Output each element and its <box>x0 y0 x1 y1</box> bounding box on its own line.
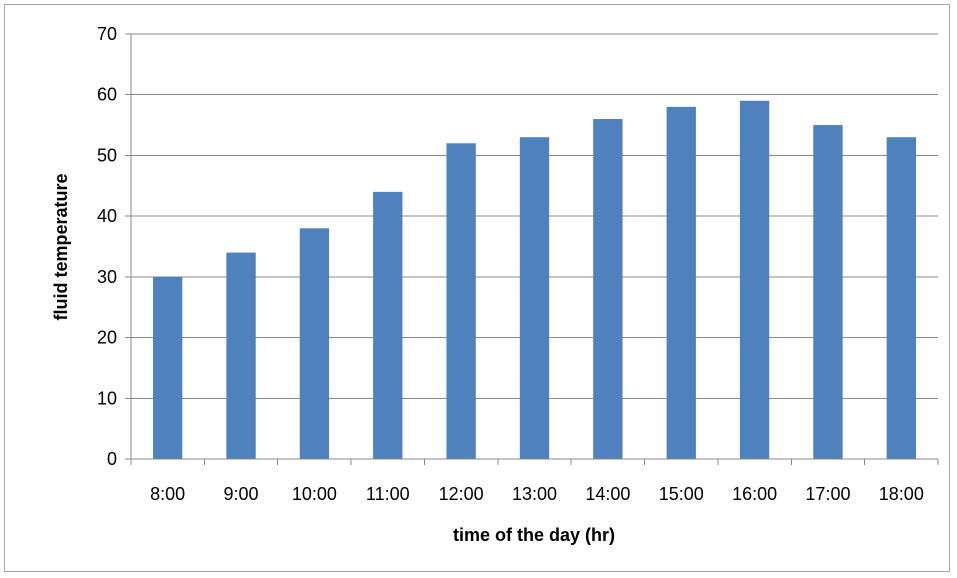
bar-18-00 <box>886 137 916 459</box>
y-axis-title: fluid temperature <box>51 173 71 320</box>
bar-13-00 <box>519 137 550 459</box>
bars <box>153 100 916 460</box>
bar-14-00 <box>593 119 623 459</box>
y-tick-label: 50 <box>97 145 117 165</box>
y-tick-label: 70 <box>97 24 117 44</box>
bar-17-00 <box>813 125 843 460</box>
x-tick-label: 9:00 <box>224 484 259 504</box>
x-tick-label: 17:00 <box>805 484 850 504</box>
bar-10-00 <box>299 228 330 459</box>
x-tick-label: 12:00 <box>439 484 484 504</box>
x-axis-title: time of the day (hr) <box>453 525 615 545</box>
bar-9-00 <box>226 252 256 459</box>
y-tick-label: 20 <box>97 328 117 348</box>
y-tick-label: 30 <box>97 267 117 287</box>
y-tick-label: 10 <box>97 388 117 408</box>
x-tick-labels: 8:00 9:00 10:00 11:00 12:00 13:00 14:00 15:00 16… <box>150 484 924 504</box>
x-tick-label: 8:00 <box>150 484 185 504</box>
axes <box>125 33 939 465</box>
y-tick-label: 40 <box>97 206 117 226</box>
x-tick-label: 11:00 <box>366 484 410 504</box>
bar-15-00 <box>666 106 696 459</box>
x-tick-label: 18:00 <box>879 484 924 504</box>
y-tick-label: 60 <box>97 85 117 105</box>
y-tick-labels: 0 10 20 30 40 50 60 70 <box>97 24 117 469</box>
bar-16-00 <box>739 100 770 460</box>
x-tick-label: 14:00 <box>585 484 630 504</box>
bar-11-00 <box>373 191 403 459</box>
x-tick-label: 10:00 <box>292 484 337 504</box>
bar-8-00 <box>153 276 183 459</box>
x-tick-label: 13:00 <box>512 484 557 504</box>
x-tick-label: 16:00 <box>732 484 777 504</box>
y-tick-label: 0 <box>107 449 117 469</box>
x-tick-label: 15:00 <box>659 484 704 504</box>
bar-12-00 <box>446 143 476 460</box>
